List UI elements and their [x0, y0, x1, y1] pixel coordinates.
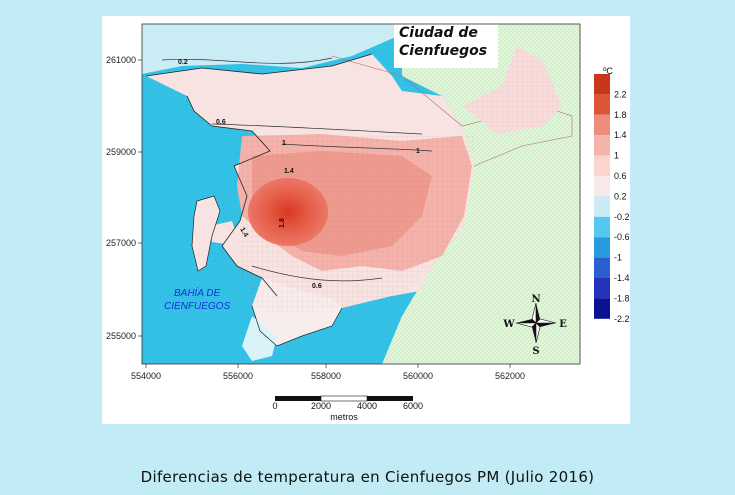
legend-swatch — [594, 237, 610, 258]
legend-unit: ºC — [603, 66, 613, 76]
bay-label-line1: BAHÍA DE — [174, 286, 221, 299]
scale-label-0: 0 — [272, 401, 277, 411]
map-frame — [141, 23, 581, 365]
legend-swatch — [594, 135, 610, 156]
y-tick-255000: 255000 — [106, 331, 136, 341]
city-label-line2: Cienfuegos — [399, 43, 487, 59]
legend-tick-label: 2.2 — [614, 89, 627, 99]
legend-tick-label: -1 — [614, 253, 622, 263]
x-tick-554000: 554000 — [131, 371, 161, 381]
legend-swatch — [594, 114, 610, 136]
isotherm-label-8: 0.6 — [312, 283, 322, 290]
isotherm-label-3: 1 — [282, 140, 286, 147]
compass-west: W — [502, 319, 515, 330]
isotherm-label-4: 1 — [416, 148, 420, 155]
legend-swatch — [594, 196, 610, 217]
map-panel: 0.2 0.6 1 1 1.4 1.8 1.4 0.6 Ciudad de Ci… — [102, 16, 630, 424]
x-tick-560000: 560000 — [403, 371, 433, 381]
y-tick-257000: 257000 — [106, 238, 136, 248]
legend-tick-label: 0.2 — [614, 191, 627, 201]
legend-tick-label: -0.6 — [614, 232, 630, 242]
scale-label-6000: 6000 — [403, 401, 423, 411]
isotherm-label-7: 1.4 — [238, 227, 249, 239]
legend-tick-label: 1.4 — [614, 130, 627, 140]
compass-east: E — [559, 319, 567, 330]
x-tick-556000: 556000 — [223, 371, 253, 381]
scale-bar: 0 2000 4000 6000 metros — [272, 395, 423, 422]
legend-swatch — [594, 176, 610, 197]
figure-caption: Diferencias de temperatura en Cienfuegos… — [140, 468, 595, 486]
y-axis: 261000 259000 257000 255000 — [106, 55, 142, 341]
y-tick-261000: 261000 — [106, 55, 136, 65]
isotherm-label-5: 1.4 — [284, 168, 294, 175]
x-axis: 554000 556000 558000 560000 562000 — [131, 364, 525, 381]
legend-tick-label: 1 — [614, 151, 619, 161]
x-tick-562000: 562000 — [495, 371, 525, 381]
legend-tick-label: -2.2 — [614, 314, 630, 324]
y-tick-259000: 259000 — [106, 147, 136, 157]
legend-swatch — [594, 216, 610, 238]
legend-tick-label: 0.6 — [614, 171, 627, 181]
legend-swatch — [594, 155, 610, 176]
temperature-legend: ºC 2.2 1.8 1.4 1 0.6 0.2 -0.2 -0.6 -1 -1.4 -1.8 -2.… — [594, 66, 630, 324]
legend-tick-label: -0.2 — [614, 212, 630, 222]
isotherm-label-2: 0.6 — [216, 119, 226, 126]
isotherm-label-1: 0.2 — [178, 59, 188, 66]
compass-south: S — [532, 346, 539, 357]
scale-unit: metros — [330, 412, 358, 422]
legend-tick-label: 1.8 — [614, 110, 627, 120]
legend-swatch — [594, 257, 610, 278]
isotherm-label-6: 1.8 — [279, 218, 286, 228]
legend-swatch — [594, 94, 610, 115]
scale-label-4000: 4000 — [357, 401, 377, 411]
x-tick-558000: 558000 — [311, 371, 341, 381]
compass-rose: N S E W — [502, 294, 567, 357]
legend-tick-label: -1.8 — [614, 293, 630, 303]
legend-tick-label: -1.4 — [614, 273, 630, 283]
scale-label-2000: 2000 — [311, 401, 331, 411]
bay-label-line2: CIENFUEGOS — [164, 301, 230, 312]
legend-swatch — [594, 298, 610, 319]
legend-swatch — [594, 278, 610, 299]
city-label-line1: Ciudad de — [399, 25, 478, 41]
legend-swatch — [594, 74, 610, 95]
compass-north: N — [531, 294, 540, 305]
